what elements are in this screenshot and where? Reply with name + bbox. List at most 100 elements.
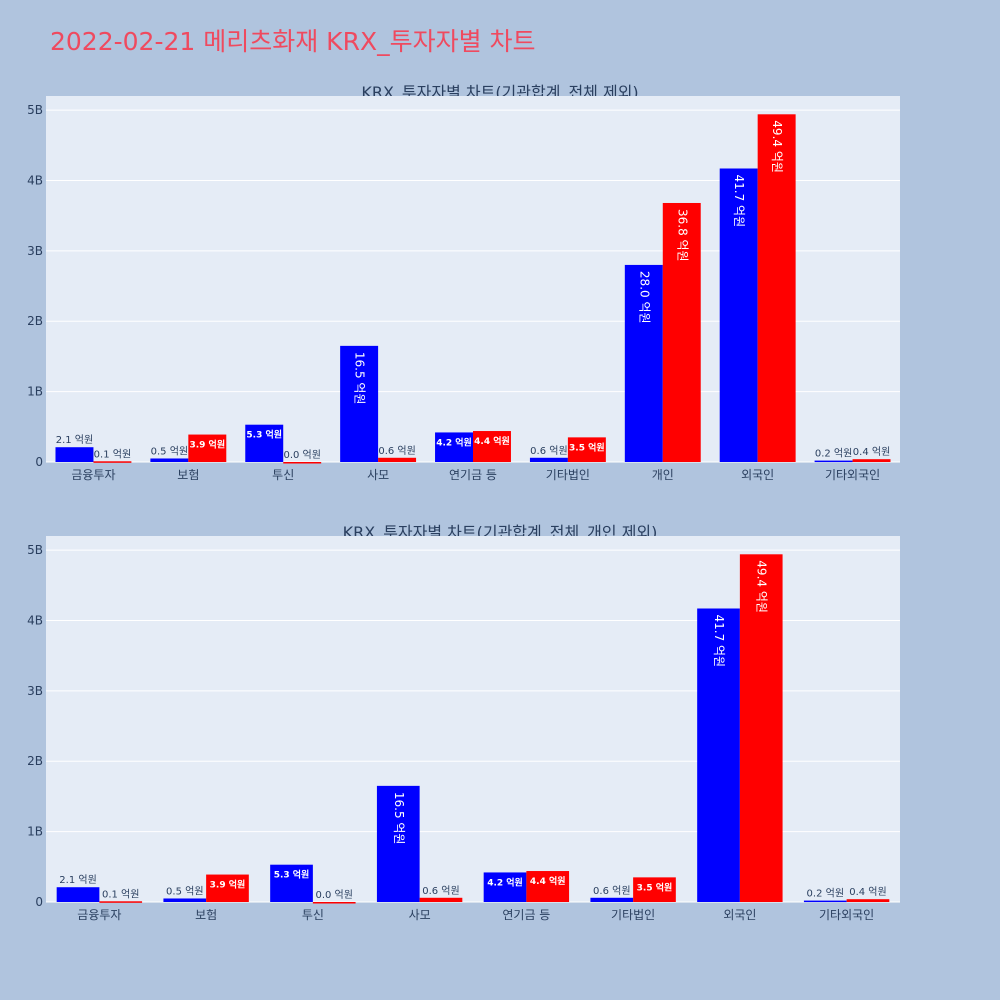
x-tick-label: 보험 <box>195 908 217 922</box>
data-label: 5.3 억원 <box>246 429 282 441</box>
data-label: 0.6 억원 <box>530 445 567 457</box>
bar <box>633 877 676 902</box>
y-tick-label: 2B <box>27 314 43 328</box>
data-label: 0.1 억원 <box>102 888 139 900</box>
y-tick-label: 2B <box>27 754 43 768</box>
data-label: 0.2 억원 <box>807 888 844 900</box>
y-tick-label: 1B <box>27 825 43 839</box>
data-label: 4.4 억원 <box>530 875 566 887</box>
data-label: 3.9 억원 <box>210 879 246 891</box>
bar <box>739 554 783 902</box>
bar <box>567 437 606 462</box>
bar <box>270 864 313 902</box>
x-tick-label: 외국인 <box>723 908 756 922</box>
data-label: 36.8 억원 <box>675 209 689 262</box>
bar <box>245 424 284 462</box>
y-tick-label: 3B <box>27 244 43 258</box>
x-tick-label: 투신 <box>272 468 294 482</box>
data-label: 16.5 억원 <box>392 792 406 845</box>
bar <box>526 871 570 902</box>
y-tick-label: 0 <box>35 895 43 909</box>
x-tick-label: 사모 <box>367 468 389 482</box>
y-tick-label: 1B <box>27 385 43 399</box>
x-tick-label: 기타외국인 <box>819 908 874 922</box>
y-tick-label: 5B <box>27 103 43 117</box>
y-tick-label: 5B <box>27 543 43 557</box>
data-label: 28.0 억원 <box>637 271 651 324</box>
bar <box>852 459 891 462</box>
bar <box>312 902 356 904</box>
data-label: 49.4 억원 <box>770 120 784 173</box>
x-tick-label: 기타외국인 <box>825 468 880 482</box>
data-label: 4.2 억원 <box>487 876 523 888</box>
data-label: 0.1 억원 <box>94 448 131 460</box>
x-tick-label: 기타법인 <box>546 468 590 482</box>
bar <box>56 887 100 902</box>
data-label: 0.4 억원 <box>853 446 890 458</box>
bar <box>188 434 227 462</box>
y-tick-label: 4B <box>27 613 43 627</box>
x-tick-label: 금융투자 <box>71 468 115 482</box>
x-tick-label: 기타법인 <box>611 908 655 922</box>
data-label: 0.6 억원 <box>378 445 415 457</box>
bar <box>93 461 132 463</box>
data-label: 4.2 억원 <box>436 436 472 448</box>
data-label: 2.1 억원 <box>56 434 93 446</box>
y-tick-label: 4B <box>27 173 43 187</box>
data-label: 3.5 억원 <box>637 881 673 893</box>
data-label: 0.2 억원 <box>815 448 852 460</box>
x-tick-label: 연기금 등 <box>502 908 550 922</box>
data-label: 0.6 억원 <box>422 885 459 897</box>
x-tick-label: 사모 <box>409 908 431 922</box>
x-tick-label: 금융투자 <box>77 908 121 922</box>
bar <box>378 457 417 462</box>
x-tick-label: 개인 <box>652 468 674 482</box>
bar <box>814 460 853 463</box>
data-label: 2.1 억원 <box>59 874 96 886</box>
data-label: 0.0 억원 <box>315 889 352 901</box>
data-label: 0.4 억원 <box>849 886 886 898</box>
bar <box>473 431 511 462</box>
bar <box>283 462 322 464</box>
bar <box>624 264 663 462</box>
data-label: 5.3 억원 <box>274 869 310 881</box>
data-label: 16.5 억원 <box>353 352 367 405</box>
data-label: 4.4 억원 <box>474 435 510 447</box>
bar <box>697 608 740 902</box>
bar <box>150 458 189 462</box>
x-tick-label: 연기금 등 <box>449 468 497 482</box>
data-label: 0.5 억원 <box>166 885 203 897</box>
bar <box>340 345 379 462</box>
data-label: 3.5 억원 <box>569 441 605 453</box>
bar <box>846 899 890 902</box>
data-label: 3.9 억원 <box>189 439 225 451</box>
page-title: 2022-02-21 메리츠화재 KRX_투자자별 차트 <box>50 27 536 56</box>
bar <box>163 898 207 902</box>
data-label: 0.6 억원 <box>593 885 630 897</box>
x-tick-label: 보험 <box>177 468 199 482</box>
data-label: 0.5 억원 <box>151 445 188 457</box>
data-label: 41.7 억원 <box>712 614 726 667</box>
data-label: 49.4 억원 <box>755 560 769 613</box>
bar <box>483 872 527 902</box>
bar <box>206 874 249 902</box>
y-tick-label: 3B <box>27 684 43 698</box>
bar <box>529 457 568 462</box>
data-label: 0.0 억원 <box>283 449 320 461</box>
bar <box>419 897 463 902</box>
bar <box>590 897 634 902</box>
bar <box>719 168 758 462</box>
bar <box>99 901 143 903</box>
bar <box>662 202 701 462</box>
bar <box>757 114 796 463</box>
data-label: 41.7 억원 <box>732 174 746 227</box>
x-tick-label: 외국인 <box>741 468 774 482</box>
x-tick-label: 투신 <box>302 908 324 922</box>
bar <box>55 447 94 462</box>
bar <box>435 432 473 462</box>
y-tick-label: 0 <box>35 455 43 469</box>
bar <box>803 900 847 903</box>
bar <box>376 785 420 902</box>
